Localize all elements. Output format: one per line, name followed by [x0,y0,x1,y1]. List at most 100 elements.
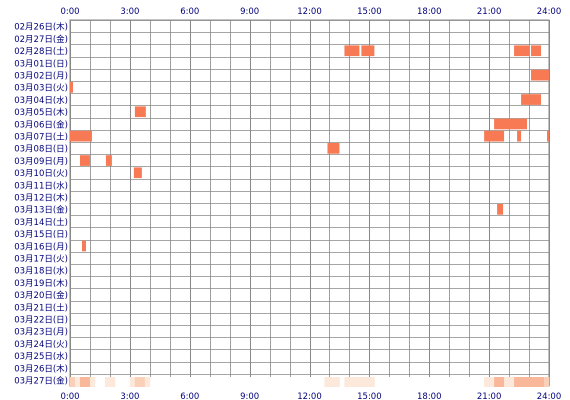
summary-cell [484,377,490,387]
summary-cell [489,377,495,387]
event-bar [547,130,549,142]
event-bar [361,45,375,57]
x-tick-label-bottom: 12:00 [297,392,322,400]
event-bar [344,45,360,57]
event-bar [514,45,530,57]
row-label: 03月05日(木) [14,107,68,118]
summary-cell [349,377,355,387]
summary-cell [329,377,335,387]
summary-cell [369,377,375,387]
summary-cell [534,377,540,387]
x-tick-label-bottom: 0:00 [60,392,79,400]
row-label: 03月06日(金) [14,119,68,130]
row-label: 02月28日(土) [14,46,68,57]
x-tick-label: 9:00 [240,7,259,17]
x-tick-label: 24:00 [537,7,562,17]
row-label: 03月19日(木) [14,278,68,289]
row-label: 03月21日(土) [14,302,68,313]
event-bar [70,130,92,142]
summary-cell [514,377,520,387]
row-label: 03月26日(木) [14,363,68,374]
x-tick-label-bottom: 6:00 [180,392,199,400]
row-label: 02月26日(木) [14,22,68,33]
summary-cell [129,377,136,387]
row-label: 03月22日(日) [14,316,68,326]
event-bar [105,155,112,166]
row-label: 03月20日(金) [14,290,68,301]
event-bar [133,167,142,179]
summary-cell [354,377,360,387]
x-tick-label: 15:00 [357,7,382,17]
summary-cell [494,377,500,387]
row-label: 03月07日(土) [14,132,68,143]
summary-cell [509,377,515,387]
x-tick-label: 18:00 [417,7,442,17]
event-bar [79,155,90,166]
event-bar [134,106,146,118]
summary-cell [524,377,530,387]
summary-cell [79,377,86,387]
summary-strip-bg [70,377,549,387]
summary-cell [84,377,91,387]
row-label: 03月18日(水) [14,266,68,277]
event-bar [81,240,86,252]
event-bar [517,130,522,142]
event-bar [70,82,73,93]
row-label: 03月23日(月) [14,328,68,338]
row-label: 03月25日(水) [14,351,68,362]
summary-cell [139,377,146,387]
row-label: 03月14日(土) [14,217,68,228]
summary-cell [529,377,535,387]
summary-cell [324,377,330,387]
row-label: 03月16日(月) [14,242,68,252]
x-tick-label: 3:00 [120,7,139,17]
x-tick-label: 12:00 [297,7,322,17]
plot-area [69,19,550,387]
row-label: 03月17日(火) [14,255,68,265]
row-label: 03月04日(水) [14,95,68,106]
summary-cell [504,377,510,387]
x-tick-label-bottom: 24:00 [537,392,562,400]
summary-cell [109,377,116,387]
summary-cell [89,377,96,387]
event-bar [521,94,542,105]
event-bar [494,118,528,130]
summary-cell [544,377,550,387]
row-label: 03月03日(火) [14,84,68,94]
summary-cell [74,377,81,387]
row-label: 03月01日(日) [14,59,68,69]
event-bar [484,130,505,142]
summary-cell [134,377,141,387]
x-tick-label-bottom: 9:00 [240,392,259,400]
row-label: 03月02日(月) [14,72,68,82]
x-tick-label-bottom: 3:00 [120,392,139,400]
row-label: 03月13日(金) [14,205,68,216]
event-bar [531,69,549,81]
summary-cell [499,377,505,387]
event-bar [497,204,504,215]
x-tick-label: 6:00 [180,7,199,17]
event-bar [531,45,542,57]
row-label: 03月24日(火) [14,340,68,350]
x-tick-label-bottom: 15:00 [357,392,382,400]
summary-cell [359,377,365,387]
summary-cell [539,377,545,387]
row-label: 03月10日(火) [14,169,68,179]
row-label: 03月11日(水) [14,180,68,191]
summary-cell [344,377,350,387]
summary-cell [70,377,76,387]
summary-cell [144,377,151,387]
row-label: 03月12日(木) [14,193,68,204]
x-tick-label: 0:00 [60,7,79,17]
row-label: 03月08日(日) [14,145,68,155]
x-tick-label-bottom: 21:00 [477,392,502,400]
row-label: 03月09日(月) [14,157,68,167]
row-label: 03月15日(日) [14,230,68,240]
x-tick-label: 21:00 [477,7,502,17]
summary-cell [519,377,525,387]
x-tick-label-bottom: 18:00 [417,392,442,400]
row-label: 02月27日(金) [14,34,68,45]
event-bar [327,143,340,154]
